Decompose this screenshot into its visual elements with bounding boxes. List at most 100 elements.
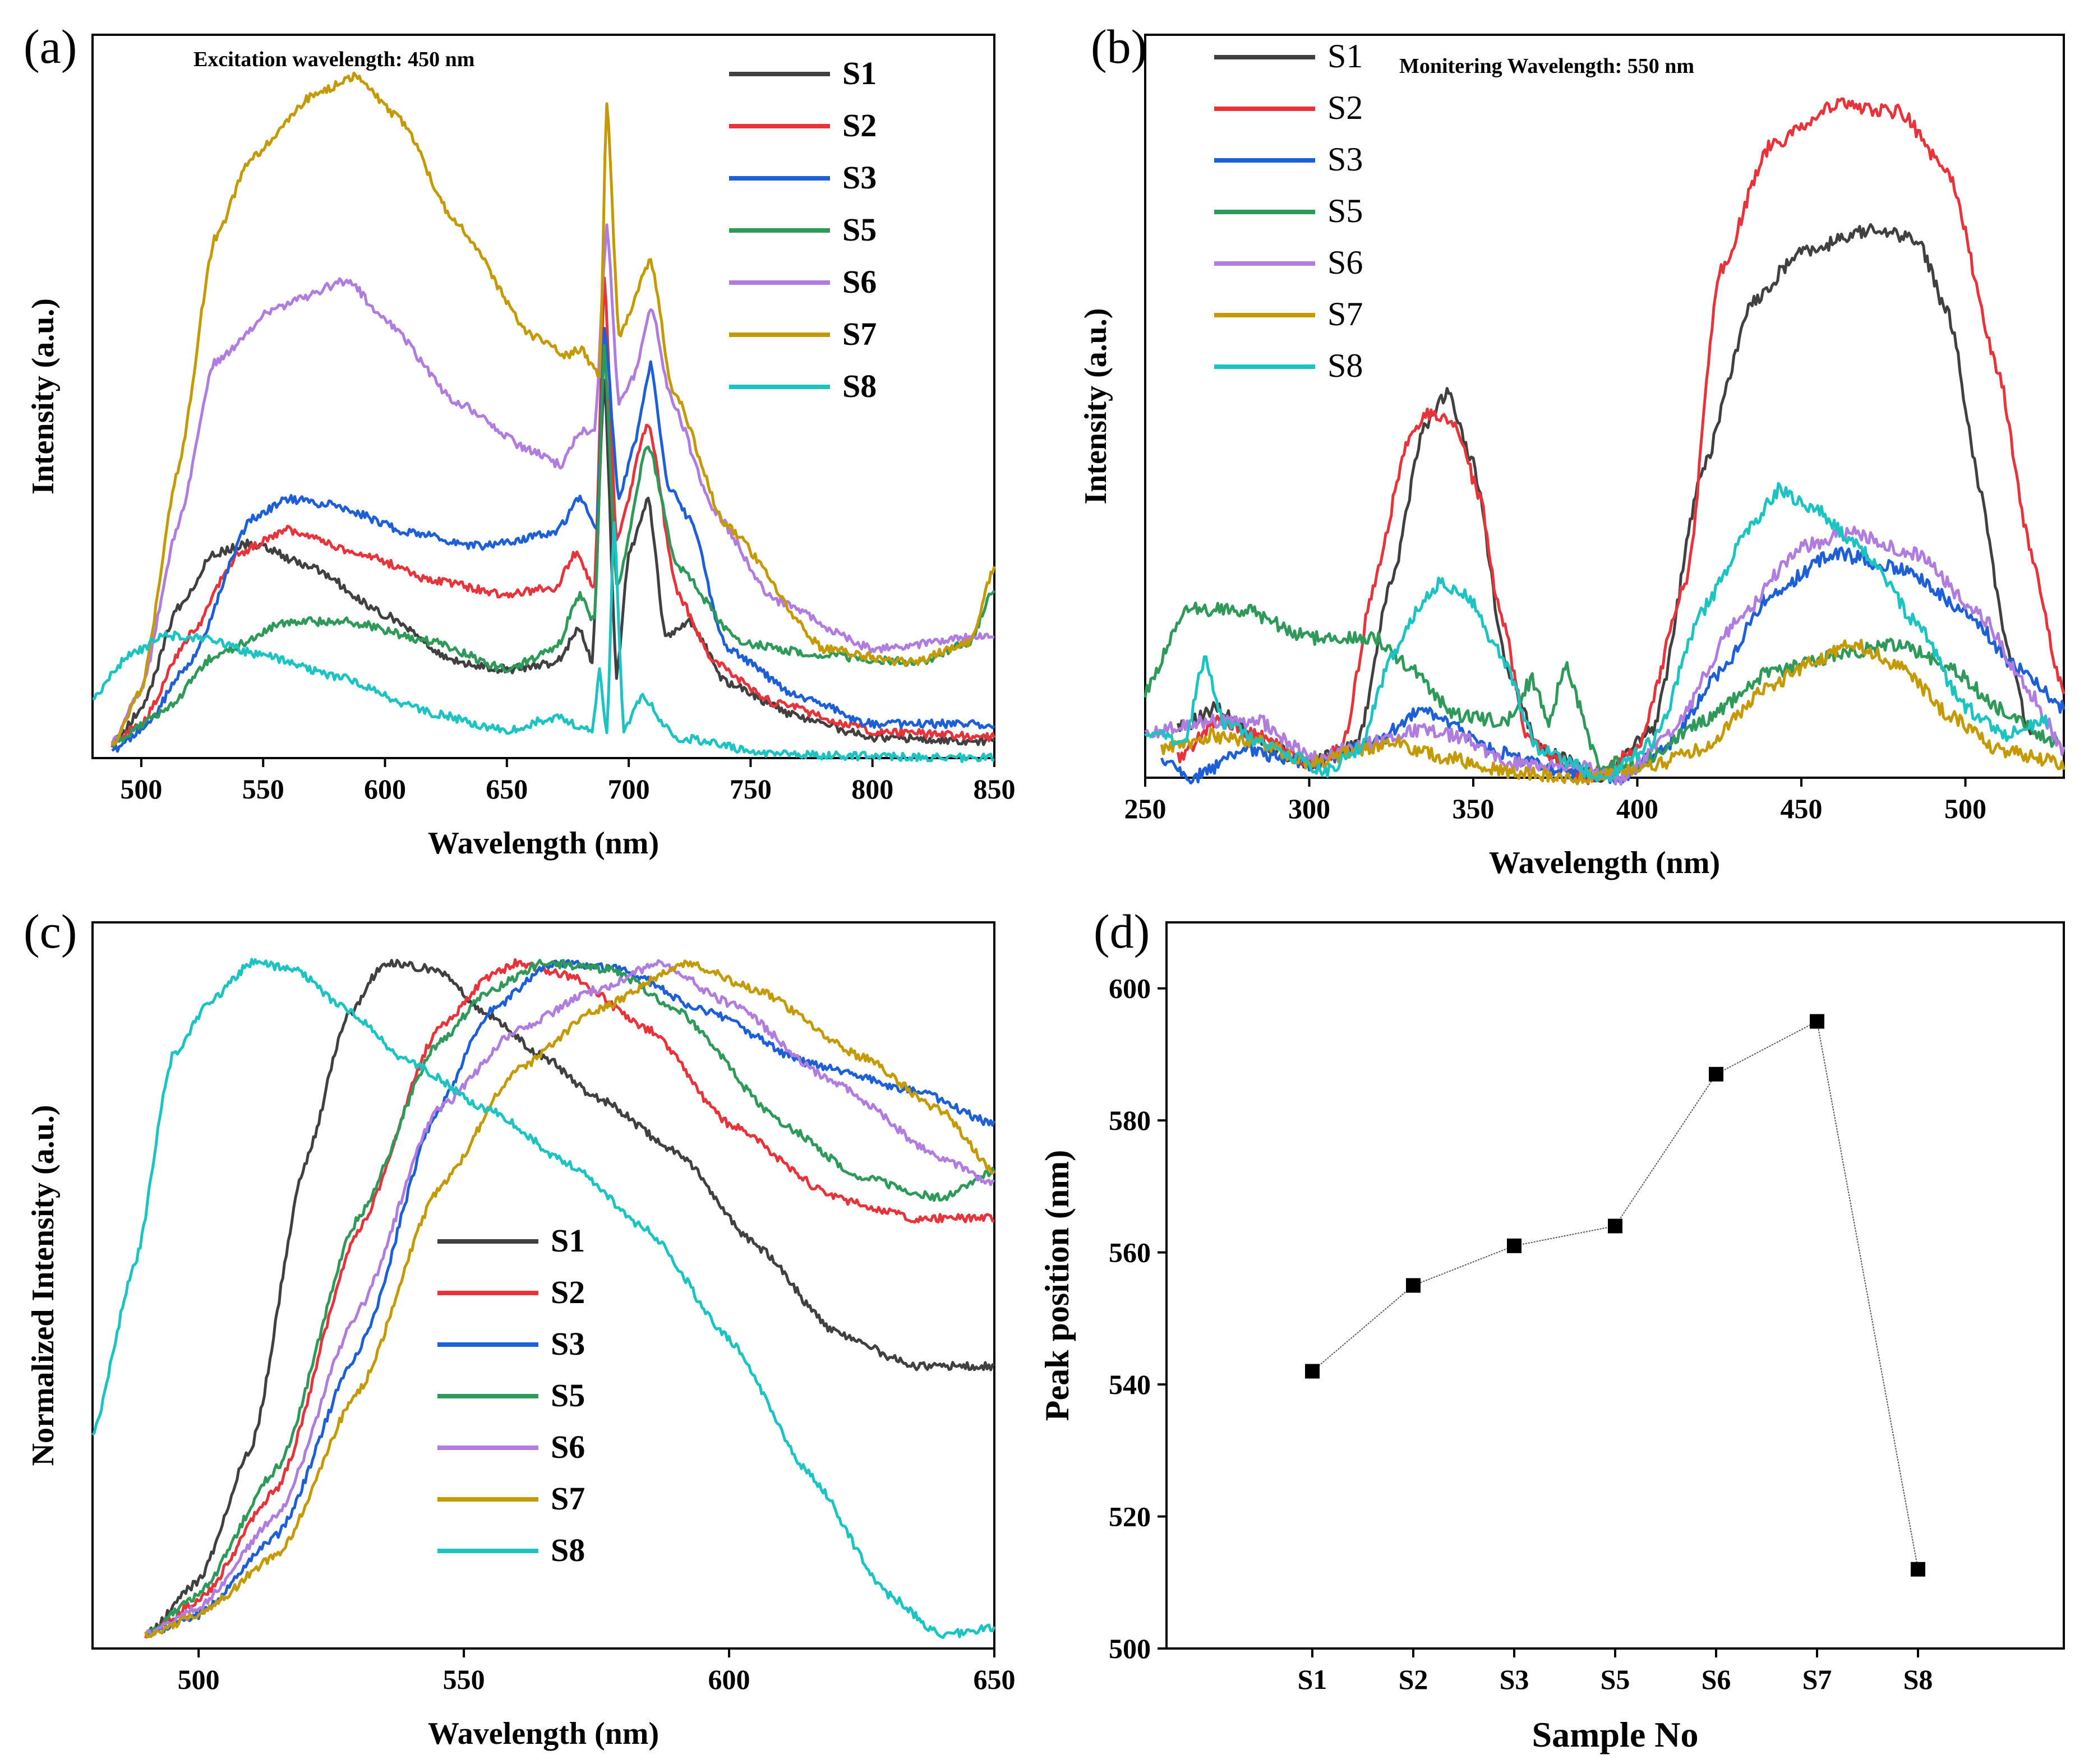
- x-tick-label: 650: [486, 773, 528, 805]
- legend-label-s6: S6: [842, 264, 877, 300]
- x-tick-label: 600: [364, 773, 406, 805]
- series-line-s5: [111, 344, 996, 747]
- data-point-s5: [1608, 1218, 1622, 1234]
- series-line-s2: [1177, 97, 2065, 786]
- legend-label-s5: S5: [1327, 192, 1363, 229]
- legend-label-s1: S1: [842, 55, 877, 91]
- legend-label-s7: S7: [842, 316, 877, 352]
- legend-label-s7: S7: [551, 1480, 585, 1517]
- legend-label-s3: S3: [551, 1326, 585, 1362]
- annotation-text: Excitation wavelength: 450 nm: [193, 48, 474, 71]
- legend-label-s8: S8: [842, 368, 877, 404]
- legend-label-s8: S8: [1327, 347, 1363, 384]
- series-line-s6: [144, 959, 995, 1637]
- x-tick-label: 250: [1124, 793, 1167, 824]
- y-tick-label: 560: [1109, 1237, 1151, 1268]
- data-point-s7: [1810, 1014, 1824, 1029]
- legend-label-s6: S6: [1327, 244, 1363, 281]
- legend-label-s5: S5: [551, 1377, 585, 1414]
- data-point-s1: [1305, 1364, 1320, 1379]
- series-line-s6: [1144, 525, 2065, 786]
- x-axis-title: Wavelength (nm): [1489, 846, 1720, 880]
- x-tick-label: 600: [708, 1664, 750, 1695]
- series-line-s7: [1160, 639, 2065, 786]
- legend-label-s1: S1: [1327, 38, 1363, 75]
- x-tick-label: 850: [974, 773, 1016, 805]
- series-line-s1: [1177, 223, 2032, 783]
- x-tick-label: 550: [242, 773, 284, 805]
- legend-label-s2: S2: [842, 107, 877, 144]
- x-tick-label: S6: [1702, 1664, 1731, 1695]
- panel-label-b: (b): [1091, 20, 1147, 73]
- plot-frame: [91, 921, 995, 1650]
- legend: S1 S2 S3 S5 S6 S7 S8: [1214, 38, 1363, 384]
- x-tick-label: S8: [1903, 1664, 1933, 1695]
- x-tick-label: 700: [608, 773, 650, 805]
- series-line-s3: [1160, 546, 2065, 786]
- legend-label-s3: S3: [1327, 141, 1363, 178]
- x-tick-label: 350: [1453, 793, 1495, 824]
- series-line-s8: [91, 958, 996, 1639]
- legend-label-s8: S8: [551, 1532, 585, 1568]
- data-point-s3: [1507, 1238, 1521, 1253]
- y-tick-label: 540: [1109, 1369, 1151, 1400]
- x-tick-label: S5: [1601, 1664, 1630, 1695]
- series-line-s8: [1144, 482, 2049, 783]
- y-tick-label: 500: [1109, 1633, 1151, 1664]
- legend-label-s7: S7: [1327, 295, 1363, 333]
- x-tick-label: 400: [1616, 793, 1658, 824]
- legend-label-s2: S2: [551, 1274, 585, 1310]
- x-tick-label: 800: [851, 773, 893, 805]
- legend-label-s2: S2: [1327, 89, 1363, 126]
- series-line-s7: [144, 959, 995, 1638]
- y-axis-title: Intensity (a.u.): [1078, 308, 1113, 504]
- x-tick-label: 500: [1944, 793, 1986, 824]
- data-point-s8: [1911, 1562, 1925, 1577]
- panel-label-d: (d): [1094, 904, 1150, 958]
- series-line-s3: [111, 327, 995, 753]
- x-axis-title: Wavelength (nm): [428, 826, 659, 861]
- y-axis-title: Normalized Intensity (a.u.): [26, 1105, 61, 1466]
- series-line-s1: [144, 959, 995, 1639]
- legend: S1 S2 S3 S5 S6 S7 S8: [729, 55, 877, 404]
- y-axis-title: Peak position (nm): [1039, 1150, 1076, 1421]
- y-tick-label: 580: [1109, 1105, 1151, 1136]
- data-point-s6: [1709, 1066, 1723, 1082]
- series-line-s6: [110, 223, 995, 746]
- x-tick-label: 650: [974, 1664, 1016, 1695]
- series-line-s2: [110, 276, 996, 748]
- series-line-s7: [110, 71, 996, 746]
- y-tick-label: 520: [1109, 1501, 1151, 1532]
- legend-label-s1: S1: [551, 1222, 585, 1259]
- x-tick-label: 450: [1781, 793, 1823, 824]
- y-axis-title: Intensity (a.u.): [26, 298, 61, 495]
- series-line-s1: [110, 378, 995, 749]
- legend-label-s3: S3: [842, 159, 877, 196]
- series-line-s8: [92, 521, 995, 763]
- x-tick-label: S3: [1500, 1664, 1529, 1695]
- series-line-s2: [144, 958, 995, 1639]
- panel-d: (d) 500 520 540 560 580 600 S1 S2 S3 S5 S6 S7 S8 Sampl…: [1039, 904, 2065, 1754]
- x-tick-label: S7: [1802, 1664, 1832, 1695]
- x-tick-label: 300: [1288, 793, 1330, 824]
- x-axis-title: Wavelength (nm): [428, 1716, 659, 1751]
- legend: S1 S2 S3 S5 S6 S7 S8: [437, 1222, 585, 1568]
- x-tick-label: 550: [443, 1664, 485, 1695]
- panel-b: (b) 250 300 350 400 450 500 Wavelength (nm) Inte…: [1078, 20, 2065, 880]
- series-line-s5: [145, 959, 996, 1638]
- legend-label-s5: S5: [842, 211, 877, 248]
- x-tick-label: 500: [178, 1664, 220, 1695]
- panel-label-c: (c): [24, 904, 77, 958]
- plot-frame: [91, 34, 995, 759]
- annotation-text: Monitering Wavelength: 550 nm: [1399, 54, 1694, 78]
- plot-frame: [1165, 921, 2065, 1650]
- connector-line: [1312, 1020, 1919, 1569]
- x-axis-title: Sample No: [1532, 1715, 1699, 1754]
- series-line-s5: [1144, 601, 2059, 772]
- panel-c: (c) 500 550 600 650 Wavelength (nm) Normalized…: [24, 904, 1016, 1751]
- x-tick-label: 750: [730, 773, 772, 805]
- x-tick-label: S1: [1298, 1664, 1327, 1695]
- x-tick-label: 500: [120, 773, 162, 805]
- data-point-s2: [1406, 1278, 1421, 1293]
